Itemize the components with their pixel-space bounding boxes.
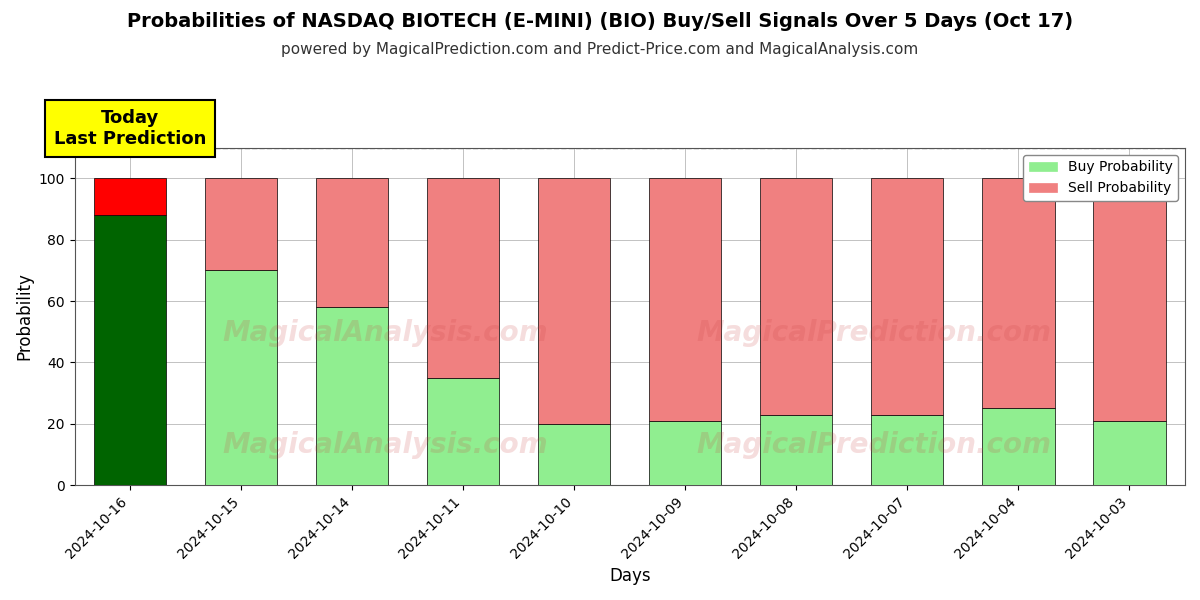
- Bar: [761, 415, 833, 485]
- Bar: [761, 178, 833, 415]
- Bar: [983, 409, 1055, 485]
- Bar: [1093, 178, 1165, 421]
- Text: MagicalPrediction.com: MagicalPrediction.com: [697, 431, 1051, 458]
- Bar: [205, 271, 277, 485]
- Y-axis label: Probability: Probability: [16, 272, 34, 361]
- Text: Probabilities of NASDAQ BIOTECH (E-MINI) (BIO) Buy/Sell Signals Over 5 Days (Oct: Probabilities of NASDAQ BIOTECH (E-MINI)…: [127, 12, 1073, 31]
- Bar: [94, 215, 167, 485]
- Bar: [871, 415, 943, 485]
- Text: MagicalPrediction.com: MagicalPrediction.com: [697, 319, 1051, 347]
- Bar: [205, 178, 277, 271]
- Bar: [316, 307, 389, 485]
- Bar: [427, 178, 499, 378]
- X-axis label: Days: Days: [610, 567, 650, 585]
- Bar: [871, 178, 943, 415]
- Text: MagicalAnalysis.com: MagicalAnalysis.com: [223, 319, 548, 347]
- Bar: [539, 178, 611, 424]
- Bar: [316, 178, 389, 307]
- Bar: [649, 421, 721, 485]
- Legend: Buy Probability, Sell Probability: Buy Probability, Sell Probability: [1024, 155, 1178, 201]
- Bar: [983, 178, 1055, 409]
- Bar: [649, 178, 721, 421]
- Text: powered by MagicalPrediction.com and Predict-Price.com and MagicalAnalysis.com: powered by MagicalPrediction.com and Pre…: [281, 42, 919, 57]
- Text: MagicalAnalysis.com: MagicalAnalysis.com: [223, 431, 548, 458]
- Bar: [427, 378, 499, 485]
- Bar: [1093, 421, 1165, 485]
- Bar: [539, 424, 611, 485]
- Text: Today
Last Prediction: Today Last Prediction: [54, 109, 206, 148]
- Bar: [94, 178, 167, 215]
